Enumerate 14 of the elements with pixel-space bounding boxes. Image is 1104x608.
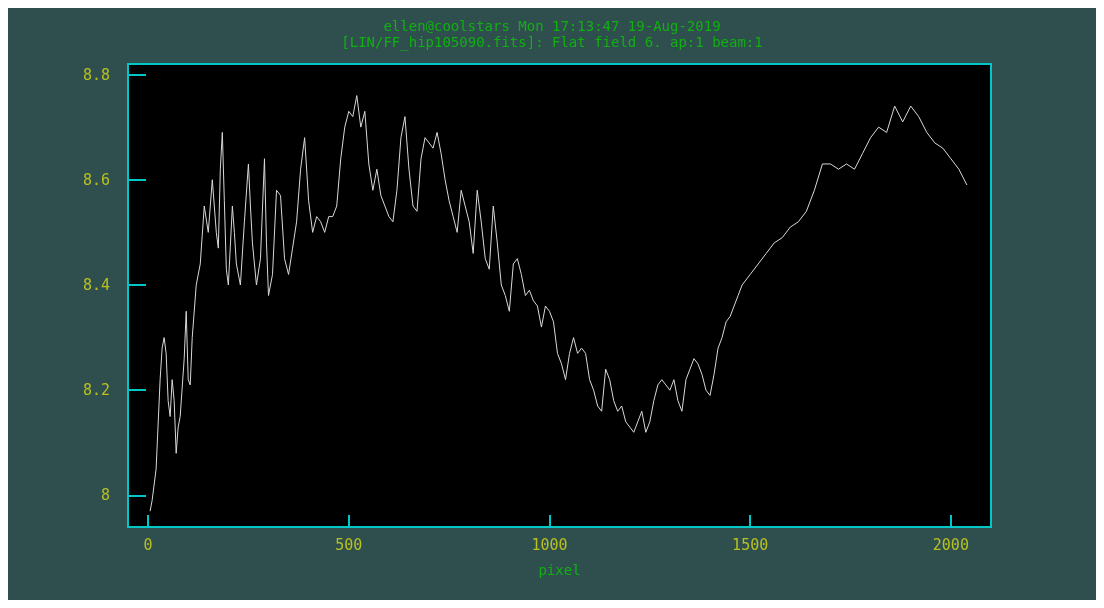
x-tick-label: 2000 <box>932 535 969 554</box>
line-series <box>149 95 968 512</box>
y-tick-label: 8.6 <box>82 170 110 189</box>
x-axis-title: pixel <box>538 562 581 578</box>
y-tick-label: 8.4 <box>82 275 110 294</box>
x-tick-label: 1500 <box>732 535 769 554</box>
x-tick-label: 1000 <box>531 535 568 554</box>
chart-subtitle: [LIN/FF_hip105090.fits]: Flat field 6. ap:1 beam:1 <box>341 34 763 51</box>
y-tick-label: 8.2 <box>82 381 110 400</box>
y-tick-label: 8 <box>100 486 110 505</box>
chart-title: ellen@coolstars Mon 17:13:47 19-Aug-2019 <box>383 18 721 34</box>
x-tick-label: 500 <box>335 535 363 554</box>
x-tick-label: 0 <box>143 535 153 554</box>
y-tick-label: 8.8 <box>82 65 110 84</box>
